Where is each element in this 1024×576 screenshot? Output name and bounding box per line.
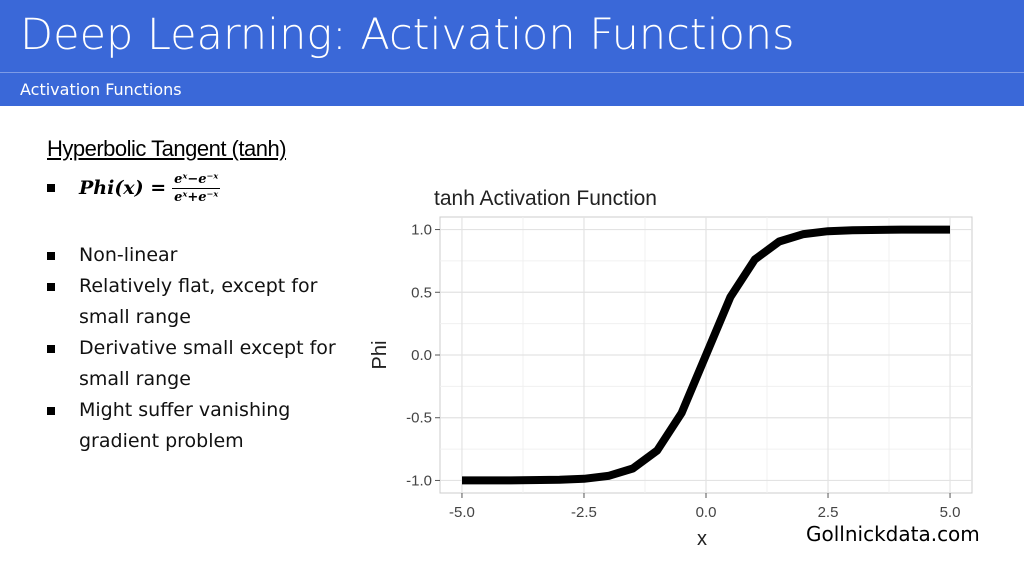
y-axis-label: Phi: [369, 341, 391, 370]
formula-row: Phi(x) = eˣ−e⁻ˣ eˣ+e⁻ˣ: [47, 164, 221, 212]
formula-lhs: Phi(x) =: [79, 177, 167, 199]
header-bar: Deep Learning: Activation Functions Acti…: [0, 0, 1024, 106]
list-item-text: Relatively flat, except for small range: [79, 275, 318, 328]
list-item: Relatively flat, except for small range: [47, 271, 367, 333]
x-tick-label: 0.0: [696, 504, 717, 521]
bullet-icon: [47, 345, 55, 353]
tanh-formula: Phi(x) = eˣ−e⁻ˣ eˣ+e⁻ˣ: [79, 171, 221, 205]
list-item: Non-linear: [47, 240, 367, 271]
x-tick-label: 5.0: [940, 504, 961, 521]
bullet-icon: [47, 407, 55, 415]
formula-fraction: eˣ−e⁻ˣ eˣ+e⁻ˣ: [172, 171, 221, 205]
y-tick-label: -1.0: [406, 472, 432, 489]
x-axis-label: x: [697, 528, 707, 550]
y-tick-label: -0.5: [406, 410, 432, 427]
slide-subtitle: Activation Functions: [20, 80, 182, 99]
axis-layer: -5.0 -2.5 0.0 2.5 5.0 1.0 0.5 0.0 -0.5 -1.0: [406, 222, 960, 521]
bullet-icon: [47, 283, 55, 291]
header-divider: [0, 72, 1024, 73]
slide-title: Deep Learning: Activation Functions: [20, 10, 795, 60]
y-tick-label: 1.0: [411, 222, 432, 239]
bullet-icon: [47, 184, 55, 192]
list-item-text: Derivative small except for small range: [79, 337, 336, 390]
x-tick-label: -5.0: [449, 504, 475, 521]
x-tick-label: -2.5: [571, 504, 597, 521]
bullet-icon: [47, 252, 55, 260]
list-item: Might suffer vanishing gradient problem: [47, 395, 367, 457]
x-tick-label: 2.5: [818, 504, 839, 521]
formula-denominator: eˣ+e⁻ˣ: [174, 189, 219, 205]
section-heading: Hyperbolic Tangent (tanh): [47, 136, 287, 161]
chart-title: tanh Activation Function: [434, 187, 657, 210]
list-item: Derivative small except for small range: [47, 333, 367, 395]
watermark-text: Gollnickdata.com: [806, 522, 980, 546]
tanh-chart: tanh Activation Function -5.0 -2.5 0.0 2.5 5…: [369, 187, 973, 550]
y-tick-label: 0.5: [411, 284, 432, 301]
list-item-text: Non-linear: [79, 244, 178, 266]
series-line: [462, 225, 950, 485]
formula-numerator: eˣ−e⁻ˣ: [172, 171, 221, 189]
y-tick-label: 0.0: [411, 347, 432, 364]
list-item-text: Might suffer vanishing gradient problem: [79, 399, 291, 452]
bullet-list: Non-linear Relatively flat, except for s…: [47, 240, 367, 457]
